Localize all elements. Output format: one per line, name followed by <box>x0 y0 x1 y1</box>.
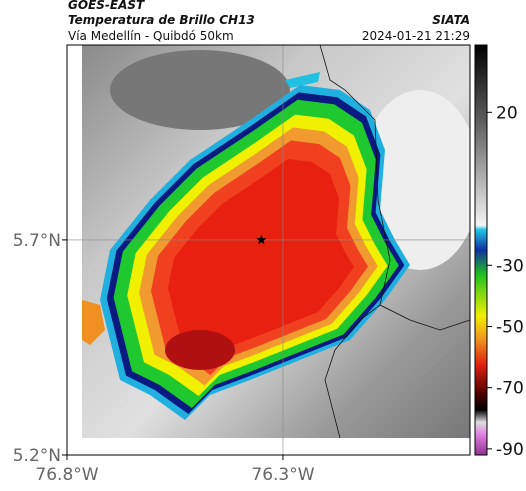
source: SIATA <box>432 13 470 27</box>
subtitle: Vía Medellín - Quibdó 50km <box>68 29 234 43</box>
colorbar-tick-label: -30 <box>496 256 524 276</box>
map-frame <box>66 44 471 456</box>
colorbar-tick-label: -50 <box>496 317 524 337</box>
colorbar-tick-label: -90 <box>496 440 524 460</box>
colorbar <box>474 44 488 456</box>
colorbar-tick-label: 20 <box>496 103 518 123</box>
x-tick-label: 76.3°W <box>251 465 314 485</box>
colorbar-tick-label: -70 <box>496 379 524 399</box>
y-tick-label: 5.2°N <box>13 446 61 466</box>
satellite: GOES-EAST <box>68 0 145 12</box>
title: Temperatura de Brillo CH13 <box>68 13 255 27</box>
satellite-image <box>82 45 470 438</box>
star-marker <box>256 234 267 245</box>
y-tick-label: 5.7°N <box>13 231 61 251</box>
datetime: 2024-01-21 21:29 <box>362 29 470 43</box>
x-tick-label: 76.8°W <box>35 465 98 485</box>
